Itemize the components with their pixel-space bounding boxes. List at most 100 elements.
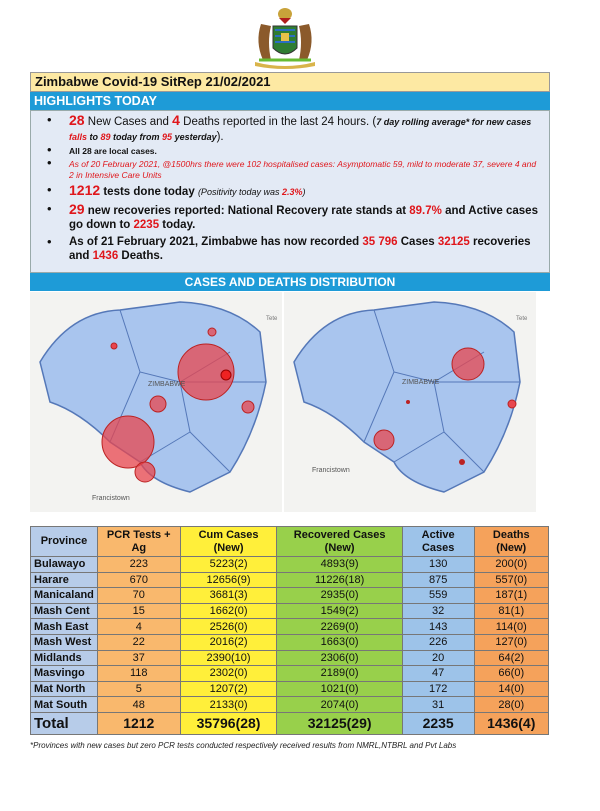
table-row: Mash East 4 2526(0) 2269(0) 143 114(0) — [30, 618, 550, 635]
rolling-trend: falls — [69, 131, 88, 142]
value-cell: 559 — [401, 587, 475, 604]
rolling-yesterday: 95 — [162, 131, 173, 142]
value-cell: 172 — [401, 680, 475, 698]
bullet-text: (Positivity today was — [197, 187, 282, 197]
province-cell: Harare — [30, 571, 98, 589]
value-cell: 11226(18) — [276, 571, 403, 589]
highlights-heading: HIGHLIGHTS TODAY — [30, 92, 550, 110]
table-row: Mash Cent 15 1662(0) 1549(2) 32 81(1) — [30, 602, 550, 620]
province-cell: Midlands — [30, 649, 98, 667]
value-cell: 2189(0) — [276, 665, 403, 682]
value-cell: 64(2) — [473, 649, 550, 667]
value-cell: 118 — [96, 665, 181, 682]
value-cell: 2016(2) — [179, 633, 278, 651]
value-cell: 1549(2) — [276, 602, 403, 620]
hospitalised-text: As of 20 February 2021, @1500hrs there w… — [69, 159, 537, 180]
table-row: Mat South 48 2133(0) 2074(0) 31 28(0) — [30, 696, 550, 713]
bullet-text: ). — [216, 130, 224, 143]
zimbabwe-outline — [293, 301, 521, 493]
value-cell: 670 — [96, 571, 181, 589]
value-cell: 875 — [401, 571, 475, 589]
province-table: Province PCR Tests + Ag Cum Cases (New) … — [30, 526, 550, 735]
bullet-text: new recoveries reported: National Recove… — [84, 204, 410, 217]
value-cell: 187(1) — [473, 587, 550, 604]
bullet-text: and Active cases go down to — [69, 204, 538, 232]
value-cell: 130 — [401, 556, 475, 573]
mat-north-bubble — [110, 342, 118, 350]
province-cell: Mat South — [30, 696, 98, 713]
bullet-text: today. — [159, 219, 196, 231]
country-label: ZIMBABWE — [148, 381, 186, 388]
new-deaths-count: 4 — [172, 112, 180, 128]
value-cell: 226 — [401, 633, 475, 651]
bullet-recoveries: 29 new recoveries reported: National Rec… — [47, 200, 541, 233]
value-cell: 66(0) — [473, 665, 550, 682]
value-cell: 1663(0) — [276, 633, 403, 651]
table-row: Midlands 37 2390(10) 2306(0) 20 64(2) — [30, 649, 550, 667]
recoveries-count: 29 — [69, 200, 85, 217]
cases-map-svg: ZIMBABWE Francistown Tete — [39, 301, 278, 502]
midlands-death-bubble — [406, 400, 410, 404]
rolling-today: 89 — [100, 131, 111, 142]
value-cell: 1436(4) — [473, 711, 550, 735]
province-cell: Mash Cent — [30, 602, 98, 620]
harare-bubble — [177, 343, 235, 401]
cumulative-recovered: 32125 — [437, 235, 470, 248]
francistown-label: Francistown — [92, 495, 130, 502]
bulawayo-bubble — [101, 415, 155, 469]
bullet-hospitalised: As of 20 February 2021, @1500hrs there w… — [47, 157, 541, 181]
country-label: ZIMBABWE — [402, 379, 440, 386]
manicaland-bubble — [241, 400, 255, 414]
value-cell: 2935(0) — [276, 587, 403, 604]
recovery-rate: 89.7% — [409, 204, 442, 217]
cumulative-deaths: 1436 — [92, 250, 119, 262]
province-cell: Total — [30, 711, 98, 735]
col-cum-cases: Cum Cases (New) — [179, 526, 278, 557]
bullet-text: today from — [110, 131, 163, 142]
bullet-text: As of 21 February 2021, Zimbabwe has now… — [69, 235, 363, 248]
value-cell: 200(0) — [473, 556, 550, 573]
bullet-text: Deaths reported in the last 24 hours. ( — [179, 116, 377, 128]
bulawayo-death-bubble — [373, 429, 395, 451]
mat-south-bubble — [134, 461, 156, 483]
bullet-text: New Cases and — [84, 116, 173, 128]
value-cell: 20 — [401, 649, 475, 667]
province-cell: Manicaland — [30, 587, 98, 604]
col-province: Province — [30, 526, 98, 557]
province-cell: Mat North — [30, 680, 98, 698]
midlands-bubble — [149, 395, 167, 413]
value-cell: 15 — [96, 602, 181, 620]
bullet-text: Deaths. — [118, 250, 163, 262]
value-cell: 1207(2) — [179, 680, 278, 698]
active-count: 2235 — [133, 219, 160, 231]
manicaland-death-bubble — [507, 399, 517, 409]
value-cell: 31 — [401, 696, 475, 713]
footnote: *Provinces with new cases but zero PCR t… — [30, 741, 457, 750]
value-cell: 14(0) — [473, 680, 550, 698]
col-deaths: Deaths (New) — [473, 526, 550, 557]
col-active: Active Cases — [401, 526, 475, 557]
bullet-text: yesterday — [172, 131, 217, 142]
value-cell: 1662(0) — [179, 602, 278, 620]
table-row: Mash West 22 2016(2) 1663(0) 226 127(0) — [30, 633, 550, 651]
value-cell: 2306(0) — [276, 649, 403, 667]
masvingo-death-bubble — [459, 459, 465, 465]
value-cell: 2074(0) — [276, 696, 403, 713]
value-cell: 223 — [96, 556, 181, 573]
value-cell: 32 — [401, 602, 475, 620]
province-cell: Bulawayo — [30, 556, 98, 573]
harare-death-bubble — [451, 347, 485, 381]
province-cell: Masvingo — [30, 665, 98, 682]
value-cell: 47 — [401, 665, 475, 682]
cumulative-cases: 35 796 — [362, 235, 398, 248]
table-row: Harare 670 12656(9) 11226(18) 875 557(0) — [30, 571, 550, 589]
bullet-text: recoveries and — [69, 235, 531, 263]
value-cell: 2526(0) — [179, 618, 278, 635]
tete-label: Tete — [266, 316, 278, 322]
value-cell: 1021(0) — [276, 680, 403, 698]
value-cell: 114(0) — [473, 618, 550, 635]
bullet-text: tests done today — [100, 186, 198, 198]
table-total-row: Total 1212 35796(28) 32125(29) 2235 1436(4) — [30, 711, 550, 735]
bullet-text: to — [87, 131, 101, 142]
value-cell: 557(0) — [473, 571, 550, 589]
